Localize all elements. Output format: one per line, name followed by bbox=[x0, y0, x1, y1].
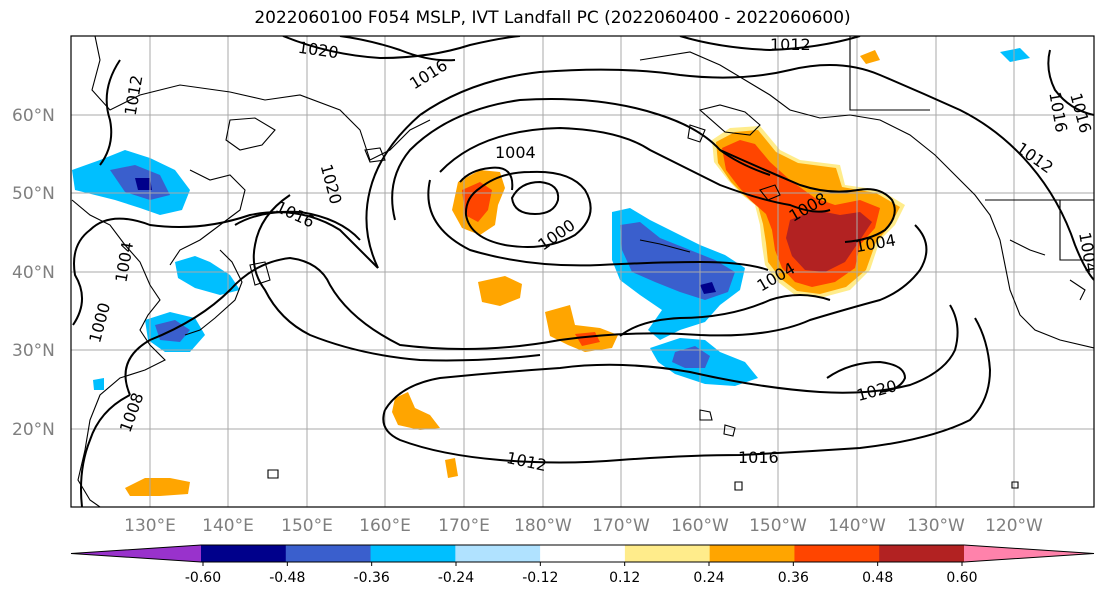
colorbar-tick-label: 0.48 bbox=[862, 570, 893, 586]
latitude-label: 20°N bbox=[12, 420, 55, 440]
mslp-contour bbox=[384, 304, 959, 411]
contour-label: 1012 bbox=[770, 35, 811, 54]
longitude-label: 130°W bbox=[907, 516, 965, 536]
mslp-contour bbox=[464, 170, 592, 248]
mslp-contour bbox=[459, 166, 514, 191]
colorbar-segment bbox=[624, 545, 711, 562]
mslp-contour bbox=[619, 294, 831, 337]
colorbar-tick-label: -0.48 bbox=[269, 570, 305, 586]
mslp-contours bbox=[72, 36, 1094, 507]
colorbar-tick-label: -0.24 bbox=[438, 570, 474, 586]
colorbar-tick-label: -0.60 bbox=[185, 570, 221, 586]
ivt-positive-region bbox=[462, 182, 492, 222]
longitude-label: 120°W bbox=[985, 516, 1043, 536]
colorbar-segment bbox=[455, 545, 541, 562]
ivt-positive-region bbox=[125, 478, 190, 496]
mslp-contour bbox=[234, 210, 361, 241]
contour-label: 1004 bbox=[495, 143, 536, 162]
ivt-positive-region bbox=[392, 392, 440, 430]
longitude-label: 150°W bbox=[749, 516, 807, 536]
ivt-negative-region bbox=[175, 256, 240, 295]
latitude-label: 40°N bbox=[12, 263, 55, 283]
latitude-label: 30°N bbox=[12, 341, 55, 361]
longitude-label: 160°E bbox=[359, 516, 411, 536]
mslp-contour bbox=[382, 317, 992, 464]
colorbar-segment bbox=[285, 545, 372, 562]
colorbar: -0.60 -0.48 -0.36 -0.24 -0.12 0.12 0.24 0.36 0.4… bbox=[70, 544, 1095, 586]
graticule bbox=[71, 36, 1094, 507]
contour-label: 1016 bbox=[738, 448, 779, 467]
ivt-positive-region bbox=[786, 210, 872, 272]
ivt-negative-region bbox=[93, 378, 104, 390]
mslp-contour bbox=[719, 149, 896, 243]
ivt-positive-region bbox=[445, 458, 458, 478]
colorbar-segment bbox=[879, 545, 965, 562]
colorbar-segment bbox=[201, 545, 287, 562]
longitude-label: 140°E bbox=[202, 516, 254, 536]
map-title: 2022060100 F054 MSLP, IVT Landfall PC (2… bbox=[254, 8, 851, 28]
map-frame bbox=[70, 35, 1095, 508]
mslp-contour bbox=[826, 360, 907, 393]
ivt-negative-region bbox=[700, 282, 716, 294]
mslp-contour bbox=[80, 394, 131, 507]
longitude-label: 160°W bbox=[671, 516, 729, 536]
longitude-label: 150°E bbox=[281, 516, 333, 536]
colorbar-tick-label: 0.36 bbox=[778, 570, 809, 586]
coastlines bbox=[71, 36, 1094, 507]
latitude-labels: 60°N 50°N 40°N 30°N 20°N bbox=[12, 106, 55, 440]
map-area: 1020 1016 1012 1004 1020 1016 1004 1000 … bbox=[71, 35, 1094, 507]
longitude-label: 140°W bbox=[828, 516, 886, 536]
mslp-contour bbox=[427, 179, 769, 271]
longitude-labels: 130°E 140°E 150°E 160°E 170°E 180°W 170°… bbox=[124, 516, 1043, 536]
mslp-contour bbox=[1047, 49, 1094, 116]
mslp-contour bbox=[510, 180, 560, 216]
ivt-positive-region bbox=[478, 276, 522, 306]
colorbar-segment bbox=[794, 545, 880, 562]
ivt-negative-region bbox=[1000, 48, 1030, 62]
colorbar-outline bbox=[70, 544, 1095, 563]
mslp-contour bbox=[124, 224, 928, 396]
colorbar-tick-label: -0.12 bbox=[522, 570, 558, 586]
latitude-label: 50°N bbox=[12, 184, 55, 204]
mslp-contour bbox=[365, 64, 1094, 281]
colorbar-extend-max bbox=[964, 545, 1094, 562]
mslp-contour bbox=[72, 211, 379, 326]
ivt-positive-region bbox=[860, 50, 880, 64]
longitude-label: 130°E bbox=[124, 516, 176, 536]
mslp-contour bbox=[252, 194, 541, 362]
colorbar-tick-label: -0.36 bbox=[354, 570, 390, 586]
ivt-negative-region bbox=[135, 178, 152, 190]
mslp-contour bbox=[282, 36, 521, 60]
longitude-label: 170°W bbox=[592, 516, 650, 536]
mslp-contour bbox=[439, 126, 831, 213]
mslp-contour bbox=[339, 36, 456, 62]
colorbar-segment bbox=[709, 545, 795, 562]
latitude-label: 60°N bbox=[12, 106, 55, 126]
colorbar-tick-label: 0.24 bbox=[693, 570, 724, 586]
colorbar-segment bbox=[370, 545, 456, 562]
colorbar-tick-label: 0.12 bbox=[609, 570, 640, 586]
colorbar-tick-label: 0.60 bbox=[946, 570, 977, 586]
colorbar-extend-min bbox=[71, 545, 201, 562]
longitude-label: 170°E bbox=[438, 516, 490, 536]
mslp-contour bbox=[99, 59, 121, 166]
colorbar-segment bbox=[540, 545, 626, 562]
longitude-label: 180°W bbox=[514, 516, 572, 536]
mslp-contour bbox=[679, 36, 861, 52]
